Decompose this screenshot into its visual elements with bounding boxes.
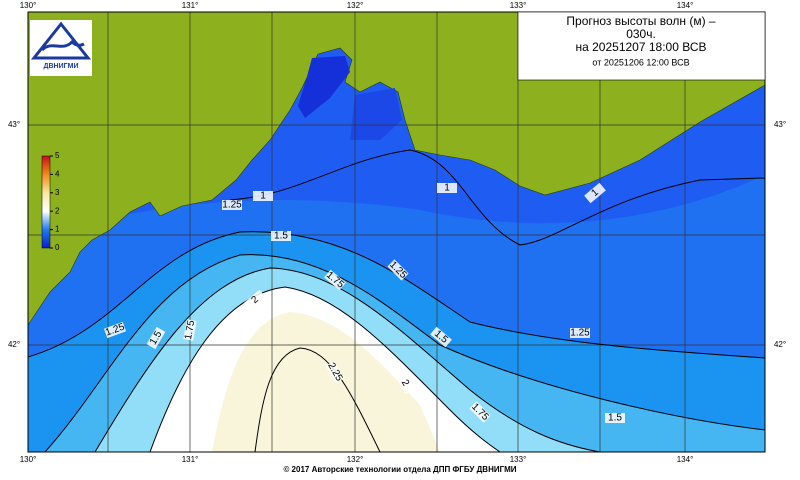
lon-label: 133° [510,1,527,10]
title-line: на 20251207 18:00 ВСВ [576,40,707,54]
lat-label: 42° [774,340,786,349]
colorbar-label: 3 [55,188,60,197]
colorbar [41,155,51,249]
contour-line [44,254,765,452]
contour-label: 1.5 [271,231,291,242]
contour-label: 1 [253,191,273,202]
contour-line [254,347,381,452]
contour-label-text: 1 [260,191,266,202]
lon-label: 130° [20,455,37,464]
contour-label: 1.25 [570,328,590,339]
footer: © 2017 Авторские технологии отдела ДПП Ф… [283,465,516,474]
contour-label: 2 [395,371,415,395]
contour-label-text: 2 [399,378,412,389]
contour-label-bg [584,182,606,204]
colorbar-label: 2 [55,206,60,215]
map-area [28,12,765,452]
land [28,12,765,326]
contour-label-bg [244,289,266,311]
bay [298,56,350,118]
contour-label-bg [430,326,452,348]
contour-label: 1.5 [605,413,625,424]
lon-label: 134° [677,455,694,464]
contour-label-text: 1.75 [183,319,197,341]
contour-line [28,231,765,359]
title-line: 030ч. [626,27,656,41]
lon-label: 132° [347,1,364,10]
contour-label: 2 [244,289,266,311]
contour-label: 1 [437,183,457,194]
contour-label-bg [437,183,457,193]
contour-label: 1 [584,182,606,204]
lon-label: 130° [20,1,37,10]
logo: ДВНИГМИ [30,20,92,76]
contour-line [94,267,601,452]
contour-label: 1.25 [222,200,242,211]
logo-wave [40,39,85,52]
title-line: от 20251206 12:00 ВСВ [592,57,689,67]
contour-label-bg [103,321,127,339]
lat-label: 43° [8,120,20,129]
colorbar-label: 4 [55,170,60,179]
lat-label: 42° [8,340,20,349]
contour-label-bg [469,401,491,423]
contour-label-bg [605,413,625,423]
contour-label-bg [387,259,409,281]
contour-label-text: 1.25 [570,328,590,339]
contour-label-bg [395,371,415,395]
contour-line [149,286,501,452]
contour-label-text: 1.5 [274,231,288,242]
contour-label-bg [146,326,166,350]
logo-text: ДВНИГМИ [44,63,79,70]
title-box [517,11,766,81]
colorbar-label: 1 [55,225,60,234]
contour-label-text: 1.5 [608,413,622,424]
map-frame [27,11,766,453]
contour-label-bg [325,360,345,384]
title-line: Прогноз высоты волн (м) – [566,14,716,28]
sea-zone [212,312,440,452]
lat-label: 43° [774,120,786,129]
contour-label-bg [222,200,242,210]
contour-label-bg [570,328,590,338]
bay [350,88,402,140]
contour-line [229,149,765,246]
lon-label: 131° [182,455,199,464]
contour-label-text: 1 [589,187,601,199]
lon-label: 132° [347,455,364,464]
contour-label-bg [183,319,197,341]
contour-label-text: 2 [249,294,261,306]
lon-label: 131° [182,1,199,10]
contour-label-bg [324,269,346,291]
contour-label: 1.75 [183,319,197,341]
contour-label-bg [253,191,273,201]
contour-label-text: 1.25 [222,200,242,211]
lon-label: 134° [677,1,694,10]
logo-triangle [30,21,92,60]
contour-label-bg [271,231,291,241]
colorbar-label: 5 [55,151,60,160]
contour-label-text: 1 [444,183,450,194]
lon-label: 133° [510,455,527,464]
colorbar-label: 0 [55,243,60,252]
